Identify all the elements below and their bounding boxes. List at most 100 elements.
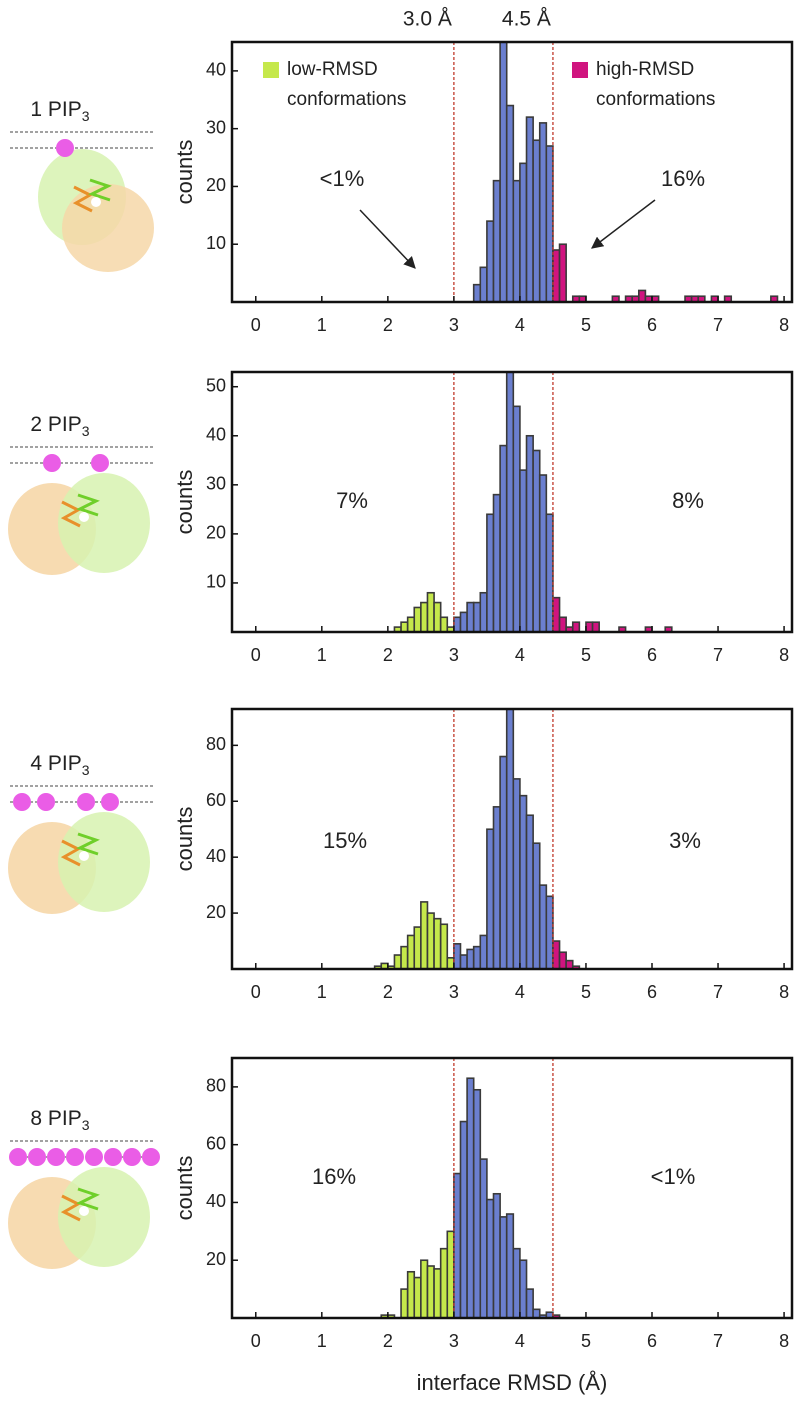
- pip3-headgroup: [104, 1148, 122, 1166]
- bar: [433, 1268, 442, 1318]
- y-tick-label: 10: [206, 572, 226, 592]
- y-tick-label: 80: [206, 734, 226, 754]
- x-tick-label: 3: [449, 1331, 459, 1351]
- pip3-headgroup: [47, 1148, 65, 1166]
- plot-frame: [230, 370, 794, 634]
- bar: [406, 934, 416, 969]
- panel-label-subscript: 3: [82, 108, 90, 124]
- bar: [459, 954, 468, 969]
- cartoon: [8, 1140, 160, 1269]
- pip3-headgroup: [66, 1148, 84, 1166]
- bar: [499, 444, 508, 632]
- bar: [466, 601, 475, 632]
- y-tick-label: 40: [206, 425, 226, 445]
- helix: [60, 839, 82, 867]
- legend-label: high-RMSD conformations: [596, 59, 716, 110]
- bar: [512, 778, 521, 969]
- bar: [519, 162, 528, 302]
- helix: [76, 1187, 100, 1211]
- panel-label-text: 8 PIP: [30, 1107, 81, 1130]
- bar: [466, 1077, 475, 1318]
- percent-annotation: 16%: [661, 166, 705, 191]
- threshold-label: 4.5 Å: [502, 8, 551, 31]
- y-tick-label: 40: [206, 846, 226, 866]
- bar: [453, 1172, 462, 1318]
- panel-label-text: 2 PIP: [30, 413, 81, 436]
- x-tick-label: 1: [317, 1331, 327, 1351]
- arrow: [359, 209, 416, 269]
- bar: [426, 591, 435, 632]
- pip3-headgroup: [9, 1148, 27, 1166]
- bar: [558, 616, 567, 632]
- bar: [552, 940, 561, 969]
- panel-label: 8 PIP3: [30, 1107, 89, 1133]
- percent-annotation: 3%: [669, 828, 701, 853]
- x-tick-label: 4: [515, 315, 525, 335]
- pip3-headgroup: [91, 454, 109, 472]
- plot-frame: [230, 40, 794, 304]
- bar: [492, 179, 501, 302]
- bar: [400, 621, 409, 632]
- bar: [664, 626, 673, 632]
- bar: [413, 1276, 422, 1318]
- percent-annotation: 8%: [672, 488, 704, 513]
- x-tick-label: 8: [779, 982, 789, 1002]
- bar: [558, 951, 567, 969]
- bar: [558, 243, 567, 302]
- x-tick-label: 6: [647, 1331, 657, 1351]
- y-tick-label: 30: [206, 117, 226, 137]
- bar: [420, 601, 429, 632]
- bar: [486, 1198, 495, 1318]
- x-tick-label: 2: [383, 1331, 393, 1351]
- protein-blob: [58, 473, 150, 573]
- bar: [486, 220, 495, 302]
- y-tick-label: 40: [206, 60, 226, 80]
- cartoon: [8, 446, 155, 575]
- bar: [538, 474, 548, 632]
- x-tick-label: 1: [317, 645, 327, 665]
- bar: [499, 755, 508, 969]
- x-tick-label: 0: [251, 1331, 261, 1351]
- bar: [413, 926, 422, 969]
- bar: [519, 794, 528, 969]
- x-tick-label: 5: [581, 645, 591, 665]
- y-tick-label: 20: [206, 523, 226, 543]
- x-tick-label: 6: [647, 645, 657, 665]
- y-tick-label: 30: [206, 474, 226, 494]
- percent-annotation: <1%: [651, 1164, 696, 1189]
- bar: [492, 806, 501, 969]
- bar: [512, 1247, 521, 1318]
- x-tick-label: 8: [779, 1331, 789, 1351]
- percent-annotation: 16%: [312, 1164, 356, 1189]
- panel-label: 2 PIP3: [30, 413, 89, 439]
- pip3-headgroup: [43, 454, 61, 472]
- pip3-headgroup: [28, 1148, 46, 1166]
- bar: [565, 959, 574, 969]
- y-tick-label: 20: [206, 175, 226, 195]
- x-tick-label: 3: [449, 982, 459, 1002]
- y-tick-label: 40: [206, 1191, 226, 1211]
- legend-swatch: [572, 62, 588, 78]
- x-tick-label: 5: [581, 982, 591, 1002]
- x-tick-label: 0: [251, 982, 261, 1002]
- bars: [380, 1077, 561, 1318]
- bar: [486, 513, 495, 632]
- bars: [373, 709, 581, 969]
- bar: [400, 945, 409, 969]
- bar: [545, 145, 554, 302]
- bar: [723, 295, 733, 302]
- x-tick-label: 2: [383, 315, 393, 335]
- ligand: [79, 512, 89, 522]
- y-tick-label: 10: [206, 233, 226, 253]
- bar: [472, 1088, 482, 1318]
- bar: [571, 621, 581, 632]
- bar: [439, 923, 449, 969]
- panel-label-text: 4 PIP: [30, 752, 81, 775]
- bar: [499, 42, 508, 302]
- bar: [472, 945, 482, 969]
- x-tick-label: 7: [713, 1331, 723, 1351]
- plot-frame: [230, 1056, 794, 1320]
- bar: [538, 884, 548, 969]
- x-tick-label: 7: [713, 645, 723, 665]
